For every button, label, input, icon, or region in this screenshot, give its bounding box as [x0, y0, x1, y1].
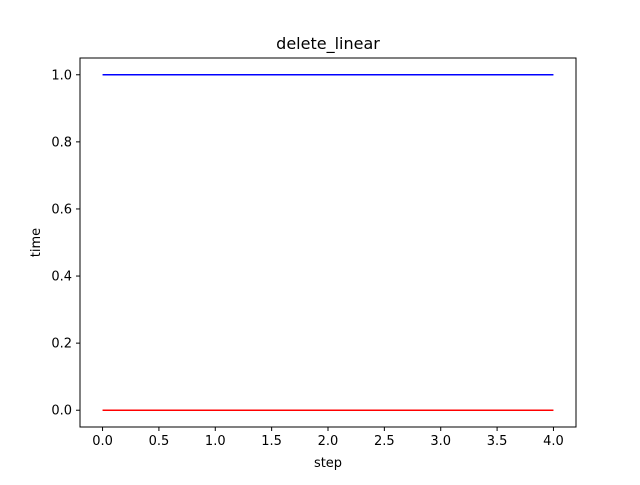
- x-tick-label: 1.5: [261, 434, 282, 449]
- y-axis-ticks: 0.0 0.2 0.4 0.6 0.8 1.0: [51, 68, 80, 419]
- chart-title: delete_linear: [276, 34, 380, 54]
- x-axis-ticks: 0.0 0.5 1.0 1.5 2.0 2.5 3.0 3.5 4.0: [92, 427, 564, 449]
- x-tick-label: 3.0: [430, 434, 451, 449]
- series-layer: [102, 74, 554, 411]
- x-tick-label: 2.0: [318, 434, 339, 449]
- y-tick-label: 0.6: [51, 202, 72, 217]
- x-tick-label: 0.0: [92, 434, 113, 449]
- y-tick-label: 0.4: [51, 270, 72, 285]
- y-tick-label: 1.0: [51, 68, 72, 83]
- y-tick-label: 0.0: [51, 404, 72, 419]
- x-tick-label: 1.0: [205, 434, 226, 449]
- y-tick-label: 0.8: [51, 135, 72, 150]
- y-axis-label: time: [29, 228, 44, 257]
- x-axis-label: step: [314, 456, 342, 471]
- x-tick-label: 4.0: [543, 434, 564, 449]
- x-tick-label: 2.5: [374, 434, 395, 449]
- x-tick-label: 0.5: [149, 434, 170, 449]
- y-tick-label: 0.2: [51, 337, 72, 352]
- x-tick-label: 3.5: [487, 434, 508, 449]
